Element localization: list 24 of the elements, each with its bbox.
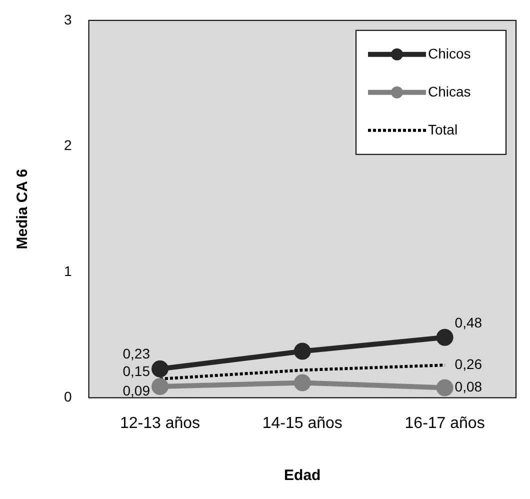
x-tick-label: 12-13 años <box>120 414 200 432</box>
point <box>294 374 311 392</box>
x-axis-title: Edad <box>284 467 321 484</box>
point <box>436 379 454 396</box>
y-axis-title: Media CA 6 <box>14 168 32 250</box>
y-tick-label: 1 <box>64 262 72 279</box>
legend-label: Total <box>428 121 458 138</box>
data-label: 0,09 <box>122 382 150 398</box>
data-label: 0,08 <box>454 378 482 395</box>
data-label: 0,15 <box>122 362 150 379</box>
point <box>151 378 168 395</box>
data-label: 0,48 <box>454 314 482 330</box>
x-tick-label: 16-17 años <box>404 414 485 432</box>
legend-label: Chicas <box>428 83 471 100</box>
y-tick-label: 3 <box>64 11 72 28</box>
point <box>294 342 311 360</box>
point <box>151 360 168 378</box>
data-label: 0,26 <box>454 356 482 372</box>
legend-label: Chicos <box>428 45 471 62</box>
point <box>436 328 454 346</box>
data-label: 0,23 <box>122 346 150 362</box>
y-tick-label: 0 <box>64 388 72 405</box>
x-tick-label: 14-15 años <box>262 414 342 432</box>
y-tick-label: 2 <box>64 137 72 154</box>
